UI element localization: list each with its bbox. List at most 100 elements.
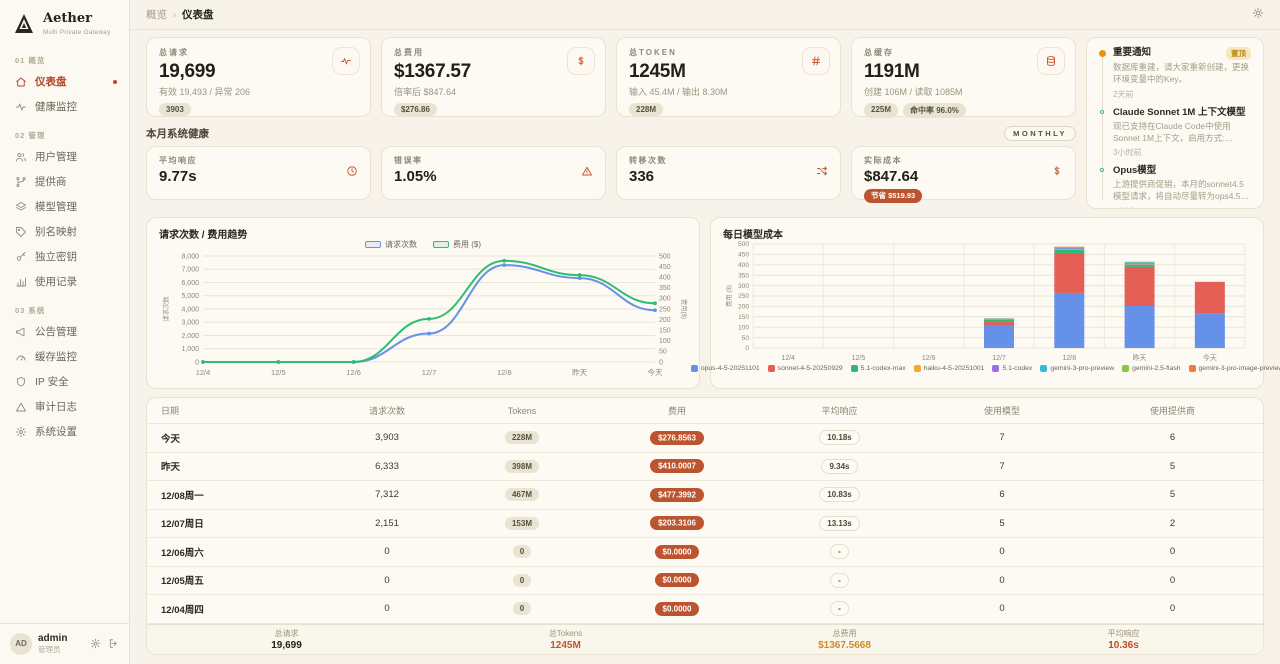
svg-text:150: 150: [738, 314, 749, 321]
breadcrumb-root[interactable]: 概览: [146, 9, 167, 21]
legend-item[interactable]: gemini-3-pro-preview: [1040, 365, 1114, 372]
cell-providers: 0: [1169, 546, 1176, 558]
legend-item[interactable]: 5.1-codex: [992, 365, 1032, 372]
legend-swatch-icon: [1040, 365, 1048, 372]
svg-text:12/6: 12/6: [922, 355, 936, 362]
daily-stats-table: 日期 请求次数 Tokens 费用 平均响应 使用模型 使用提供商 今天 3,903 228…: [146, 397, 1264, 655]
sidebar-item-label: 健康监控: [35, 101, 77, 113]
table-row-0: 今天 3,903 228M $276.8563 10.18s 7 6: [147, 424, 1263, 453]
sidebar-item-announcements[interactable]: 公告管理: [0, 319, 129, 344]
logout-button[interactable]: [108, 638, 119, 649]
chart-icon: [16, 277, 26, 286]
sidebar-item-health-monitor[interactable]: 健康监控: [0, 94, 129, 119]
notice-item-0[interactable]: 重要通知 置顶 数据库重建，请大家重新创建，更换环境变量中的Key。 2天前: [1099, 47, 1251, 100]
svg-text:450: 450: [659, 264, 671, 271]
sidebar-item-alias-mapping[interactable]: 别名映射: [0, 219, 129, 244]
notification-dot-icon: [113, 79, 117, 84]
svg-text:请求次数: 请求次数: [161, 296, 170, 322]
legend-label: 5.1-codex: [1002, 365, 1033, 372]
svg-text:300: 300: [659, 296, 671, 303]
svg-text:100: 100: [738, 324, 749, 331]
database-icon: [1047, 56, 1055, 66]
stat-badge: 225M: [864, 103, 899, 118]
health-value: $847.64: [864, 168, 919, 185]
tokens-badge: 228M: [504, 431, 539, 445]
svg-text:500: 500: [738, 241, 749, 248]
health-icon-box: [816, 164, 828, 182]
svg-text:400: 400: [738, 262, 749, 269]
pinned-badge: 置顶: [1226, 47, 1251, 60]
sidebar-item-usage-records[interactable]: 使用记录: [0, 269, 129, 294]
cost-badge: $0.0000: [654, 544, 700, 559]
avg-response-badge: 10.83s: [819, 487, 860, 503]
avg-response-badge: 13.13s: [819, 515, 860, 531]
breadcrumb-separator-icon: ›: [173, 9, 176, 20]
cell-date: 12/06周六: [161, 547, 204, 559]
svg-text:费用($): 费用($): [680, 299, 689, 319]
table-header-cell: 日期: [161, 406, 180, 416]
health-label: 实际成本: [864, 156, 902, 165]
users-icon: [16, 152, 26, 161]
legend-item[interactable]: gemini-2.5-flash: [1122, 365, 1181, 372]
notice-item-2[interactable]: Opus模型 上游提供商促销，本月的sonnet4.5模型请求，将自动尽量转为o…: [1099, 165, 1251, 208]
legend-item[interactable]: 5.1-codex-max: [850, 365, 906, 372]
svg-text:5,000: 5,000: [181, 293, 199, 300]
health-card-0: 平均响应 9.77s: [146, 146, 371, 200]
tag-icon: [16, 226, 26, 237]
bar-chart-legend: opus-4-5-20251101 sonnet-4-5-20250929 5.…: [690, 365, 1280, 372]
health-section-title: 本月系统健康: [146, 127, 209, 140]
sidebar-item-audit-logs[interactable]: 审计日志: [0, 394, 129, 419]
gauge-icon: [16, 355, 26, 360]
svg-text:50: 50: [742, 335, 750, 342]
tokens-badge: 0: [512, 545, 532, 559]
svg-text:今天: 今天: [1203, 353, 1217, 362]
sidebar-item-users[interactable]: 用户管理: [0, 144, 129, 169]
table-header-cell: 平均响应: [821, 406, 858, 416]
notice-panel: 重要通知 置顶 数据库重建，请大家重新创建，更换环境变量中的Key。 2天前 C…: [1086, 37, 1264, 209]
stat-badge: 3903: [159, 103, 191, 116]
health-label: 平均响应: [159, 156, 197, 165]
sidebar-item-label: 提供商: [35, 176, 67, 188]
cell-models: 6: [999, 489, 1005, 501]
health-cards: 平均响应 9.77s 错误率 1.05% 转移次数 336 实际成本 $847.…: [146, 146, 1076, 203]
sidebar-item-models[interactable]: 模型管理: [0, 194, 129, 219]
legend-label: gemini-3-pro-preview: [1050, 365, 1115, 372]
warning-icon: [582, 166, 592, 176]
legend-label: gemini-3-pro-image-preview: [1198, 365, 1280, 372]
sidebar-item-dashboard[interactable]: 仪表盘: [0, 69, 129, 94]
shield-icon: [17, 376, 25, 386]
settings-gear-button[interactable]: [90, 638, 101, 649]
legend-swatch-icon: [913, 365, 921, 372]
notice-dot-icon: [1100, 109, 1104, 114]
legend-item[interactable]: gemini-3-pro-image-preview: [1188, 365, 1280, 372]
legend-item[interactable]: haiku-4-5-20251001: [913, 365, 984, 372]
legend-item[interactable]: 费用 ($): [433, 239, 481, 250]
sidebar-item-label: 用户管理: [35, 151, 77, 163]
sidebar-item-cache-monitor[interactable]: 缓存监控: [0, 344, 129, 369]
legend-item[interactable]: sonnet-4-5-20250929: [767, 365, 843, 372]
svg-text:200: 200: [659, 317, 671, 324]
sidebar-item-providers[interactable]: 提供商: [0, 169, 129, 194]
svg-text:1,000: 1,000: [181, 346, 199, 353]
notice-title: Claude Sonnet 1M 上下文模型: [1113, 106, 1246, 118]
legend-label: sonnet-4-5-20250929: [777, 365, 843, 372]
topbar: 概览 › 仪表盘: [130, 0, 1280, 30]
notice-body: 数据库重建，请大家重新创建，更换环境变量中的Key。: [1113, 62, 1250, 84]
theme-toggle-button[interactable]: [1252, 7, 1264, 19]
sidebar-item-standalone-keys[interactable]: 独立密钥: [0, 244, 129, 269]
app-tagline: Multi Private Gateway: [43, 28, 111, 36]
notice-item-1[interactable]: Claude Sonnet 1M 上下文模型 现已支持在Claude Code中…: [1099, 107, 1251, 159]
table-row-5: 12/05周五 0 0 $0.0000 - 0 0: [147, 567, 1263, 595]
sidebar-item-ip-security[interactable]: IP 安全: [0, 369, 129, 394]
stat-icon-box: [802, 47, 830, 75]
legend-swatch-icon: [1122, 365, 1130, 372]
tokens-badge: 0: [512, 573, 532, 587]
legend-item[interactable]: 请求次数: [365, 239, 417, 250]
cell-date: 12/07周日: [161, 519, 204, 531]
svg-text:12/6: 12/6: [346, 368, 361, 377]
cell-requests: 6,333: [375, 460, 399, 472]
legend-item[interactable]: opus-4-5-20251101: [690, 365, 760, 372]
sidebar-item-settings[interactable]: 系统设置: [0, 419, 129, 444]
footer-total-value: $1367.5668: [818, 639, 871, 651]
svg-text:0: 0: [745, 345, 749, 352]
